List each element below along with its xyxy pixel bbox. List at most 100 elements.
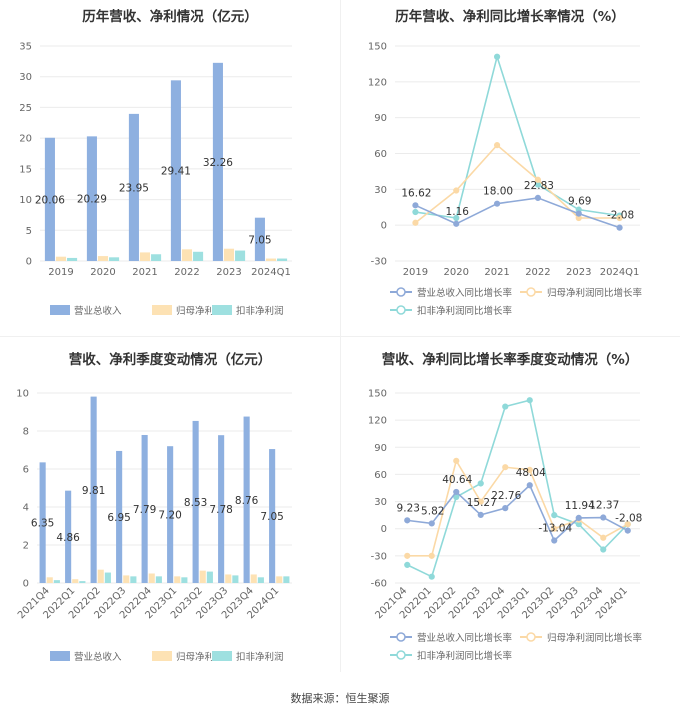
line-data-label: -13.04	[538, 523, 572, 535]
bar-net-profit	[199, 570, 206, 583]
line-data-label: 1.16	[446, 206, 470, 218]
legend-swatch	[212, 305, 232, 315]
bar-net-profit	[139, 252, 151, 261]
y-tick-label: 150	[368, 389, 387, 400]
quarterly-line-chart: -60 -30 0 30 60 90 120 150 9.23 5.82 40.64 15.2722.…	[368, 389, 643, 663]
line-data-label: -2.08	[607, 210, 634, 222]
bar-net-profit	[225, 574, 232, 583]
bar-net-profit	[123, 575, 130, 583]
legend-label: 归母净利润同比增长率	[547, 632, 643, 644]
y-tick-label: 8	[23, 427, 29, 438]
legend-marker	[396, 305, 406, 315]
bar-deducted-profit	[130, 576, 137, 583]
bar-deducted-profit	[109, 257, 120, 261]
line-point	[616, 224, 623, 231]
y-tick-label: -60	[371, 579, 387, 590]
line-point	[453, 187, 460, 194]
line-point	[575, 514, 582, 522]
legend-label: 归母净利润	[176, 305, 224, 317]
legend-label: 扣非净利润	[236, 651, 284, 663]
x-tick-label: 2020	[90, 267, 115, 278]
y-tick-label: 0	[26, 257, 32, 268]
line-data-label: 12.37	[589, 500, 619, 512]
bar-net-profit	[174, 576, 181, 583]
line-point	[477, 498, 484, 505]
y-tick-label: 90	[374, 443, 387, 454]
x-tick-label: 2024Q1	[600, 267, 640, 278]
bar-deducted-profit	[277, 258, 288, 261]
annual-line-title: 历年营收、净利同比增长率情况（%）	[395, 9, 625, 25]
legend-label: 营业总收入同比增长率	[417, 287, 513, 299]
bar-revenue	[44, 137, 55, 261]
y-tick-label: 10	[19, 195, 32, 206]
annual-bar-chart: 0 5 10 15 20 25 30 35 20.06 20.29 23.95 29.41 32.26 7…	[19, 42, 292, 317]
y-tick-label: 5	[26, 226, 32, 237]
line-point	[526, 466, 533, 474]
bar-net-profit	[276, 576, 283, 583]
y-tick-label: 30	[374, 185, 387, 196]
bar-deducted-profit	[235, 250, 246, 261]
line-point	[502, 403, 509, 410]
bar-data-label: 7.78	[209, 504, 232, 516]
bar-net-profit	[250, 574, 257, 583]
y-tick-label: 6	[23, 465, 29, 476]
bar-data-label: 6.95	[107, 512, 130, 524]
line-data-label: -2.08	[615, 513, 642, 525]
legend-swatch	[50, 651, 70, 661]
bar-data-label: 20.29	[77, 194, 107, 206]
legend-swatch	[212, 651, 232, 661]
line-point	[428, 573, 435, 580]
bar-deducted-profit	[193, 251, 204, 261]
bar-data-label: 20.06	[35, 194, 65, 206]
bar-deducted-profit	[151, 254, 162, 261]
line-point	[526, 482, 533, 489]
bar-revenue	[170, 80, 181, 262]
bar-deducted-profit	[257, 577, 264, 583]
bar-data-label: 6.35	[31, 518, 54, 530]
x-tick-label: 2021	[484, 267, 509, 278]
bar-net-profit	[148, 573, 155, 583]
y-tick-label: 30	[374, 497, 387, 508]
quarterly-bar-title: 营收、净利季度变动情况（亿元）	[68, 352, 272, 368]
x-tick-label: 2023	[216, 267, 241, 278]
line-point	[493, 142, 501, 149]
annual-line-chart: -30 0 30 60 90 120 150 16.62 1.16 18.00 22.83 9.69 -…	[368, 42, 643, 318]
line-point	[477, 480, 484, 487]
line-data-label: 18.00	[483, 186, 513, 198]
line-data-label: 15.27	[467, 497, 497, 509]
line-data-label: 9.23	[397, 502, 420, 514]
line-data-label: 11.94	[565, 500, 595, 512]
line-point	[404, 552, 411, 559]
line-point	[404, 561, 411, 569]
x-tick-label: 2019	[48, 267, 73, 278]
line-deducted-profit-growth	[406, 399, 629, 578]
bar-net-profit	[181, 249, 193, 261]
bar-data-label: 7.20	[158, 510, 181, 522]
y-tick-label: 20	[19, 134, 32, 145]
bar-revenue	[65, 490, 72, 583]
line-point	[453, 214, 460, 222]
line-point	[502, 505, 509, 512]
y-tick-label: 60	[374, 470, 387, 481]
legend-label: 营业总收入同比增长率	[417, 632, 513, 644]
legend-swatch	[152, 305, 172, 315]
bar-deducted-profit	[283, 576, 290, 583]
line-point	[453, 457, 460, 464]
line-point	[412, 208, 419, 216]
line-point	[404, 517, 411, 524]
bar-net-profit	[97, 569, 104, 583]
x-tick-label: 2021	[132, 267, 157, 278]
legend-label: 扣非净利润	[236, 305, 284, 317]
line-revenue-growth	[415, 197, 620, 229]
data-source: 数据来源：恒生聚源	[290, 692, 390, 705]
legend-swatch	[152, 651, 172, 661]
line-point	[551, 525, 558, 532]
bar-net-profit	[72, 579, 79, 583]
bar-net-profit	[97, 256, 109, 261]
bar-data-label: 4.86	[56, 532, 80, 544]
bar-revenue	[90, 396, 97, 583]
bar-data-label: 29.41	[161, 166, 191, 178]
bar-revenue	[192, 420, 199, 583]
line-point	[453, 488, 460, 496]
line-data-label: 40.64	[442, 474, 472, 486]
